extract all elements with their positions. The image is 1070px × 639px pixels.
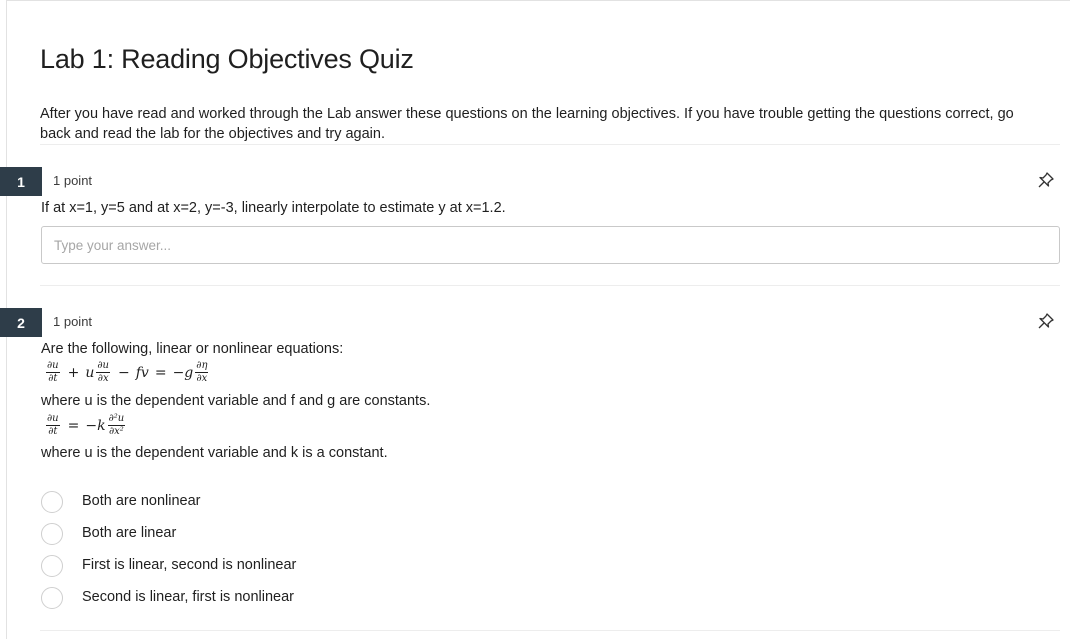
radio-button[interactable] bbox=[41, 555, 63, 577]
option-both-nonlinear[interactable]: Both are nonlinear bbox=[41, 491, 201, 513]
pushpin-icon[interactable] bbox=[1036, 311, 1056, 331]
equation-2-note: where u is the dependent variable and k … bbox=[41, 445, 388, 461]
question-points: 1 point bbox=[53, 314, 93, 329]
equation-2: ∂u ∂t = −k ∂²u ∂x² bbox=[46, 413, 126, 437]
radio-button[interactable] bbox=[41, 523, 63, 545]
content-frame bbox=[6, 0, 1070, 639]
option-second-linear-first-nonlinear[interactable]: Second is linear, first is nonlinear bbox=[41, 587, 294, 609]
option-first-linear-second-nonlinear[interactable]: First is linear, second is nonlinear bbox=[41, 555, 296, 577]
equation-1-note: where u is the dependent variable and f … bbox=[41, 393, 431, 409]
question-number-badge: 2 bbox=[0, 308, 42, 337]
radio-button[interactable] bbox=[41, 587, 63, 609]
option-label: First is linear, second is nonlinear bbox=[82, 557, 297, 573]
divider bbox=[40, 285, 1060, 286]
divider bbox=[40, 144, 1060, 145]
question-number-badge: 1 bbox=[0, 167, 42, 196]
question-points: 1 point bbox=[53, 173, 93, 188]
quiz-instructions: After you have read and worked through t… bbox=[40, 106, 1014, 142]
option-both-linear[interactable]: Both are linear bbox=[41, 523, 176, 545]
option-label: Second is linear, first is nonlinear bbox=[82, 589, 294, 605]
question-prompt: Are the following, linear or nonlinear e… bbox=[41, 341, 344, 357]
option-label: Both are linear bbox=[82, 525, 177, 541]
divider bbox=[40, 630, 1060, 631]
option-label: Both are nonlinear bbox=[82, 493, 201, 509]
radio-button[interactable] bbox=[41, 491, 63, 513]
question-prompt: If at x=1, y=5 and at x=2, y=-3, linearl… bbox=[41, 200, 506, 216]
pushpin-icon[interactable] bbox=[1036, 170, 1056, 190]
page-title: Lab 1: Reading Objectives Quiz bbox=[40, 44, 414, 74]
answer-input[interactable] bbox=[41, 226, 1060, 264]
equation-1: ∂u ∂t + u ∂u ∂x − fv = −g ∂η ∂x bbox=[46, 360, 209, 384]
